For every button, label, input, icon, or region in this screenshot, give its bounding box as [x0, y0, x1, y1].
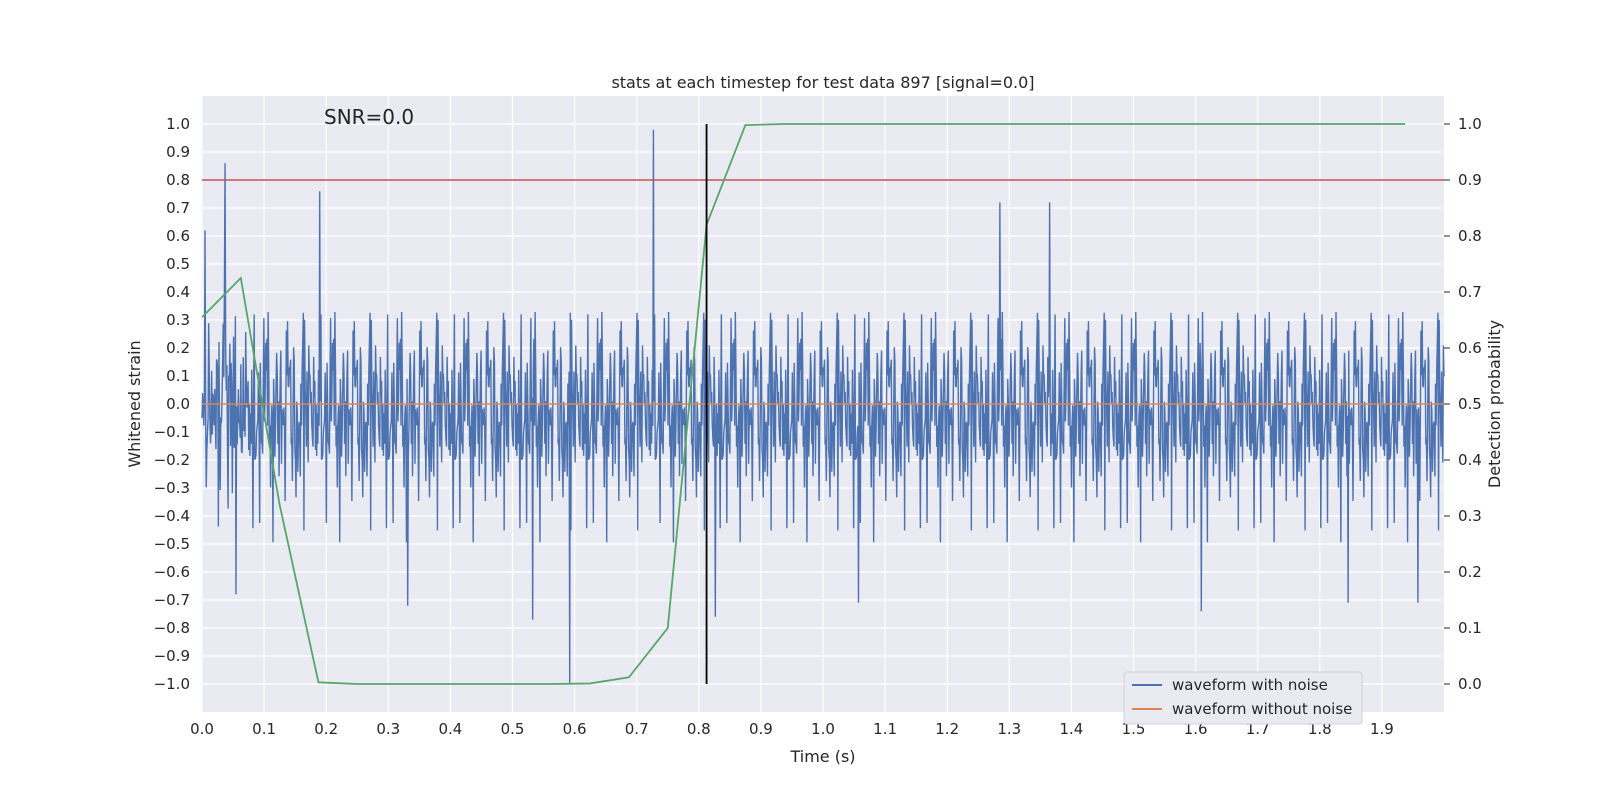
series-line-waveform-with-noise	[201, 129, 1445, 685]
x-tick-label: 1.0	[811, 720, 835, 738]
y2-tick-label: 0.7	[1458, 283, 1482, 301]
x-tick-label: 0.6	[563, 720, 587, 738]
y-tick-label: 0.4	[166, 283, 190, 301]
x-tick-label: 0.8	[687, 720, 711, 738]
y-tick-label: 0.9	[166, 143, 190, 161]
series-layer	[201, 123, 1445, 685]
y2-tick-label: 0.6	[1458, 339, 1482, 357]
y-tick-label: 1.0	[166, 115, 190, 133]
y-tick-label: −0.3	[154, 479, 190, 497]
y-tick-label: 0.3	[166, 311, 190, 329]
y2-tick-label: 0.2	[1458, 563, 1482, 581]
y-tick-label: −0.6	[154, 563, 190, 581]
x-tick-label: 0.7	[625, 720, 649, 738]
x-tick-label: 1.2	[935, 720, 959, 738]
y-axis-label: Whitened strain	[125, 340, 144, 467]
y2-tick-label: 1.0	[1458, 115, 1482, 133]
chart-title: stats at each timestep for test data 897…	[611, 73, 1034, 92]
y-tick-label: −0.4	[154, 507, 190, 525]
y2-axis-label: Detection probability	[1485, 320, 1504, 488]
x-tick-label: 0.9	[749, 720, 773, 738]
y2-tick-label: 0.0	[1458, 675, 1482, 693]
x-tick-label: 1.9	[1370, 720, 1394, 738]
y-tick-label: 0.1	[166, 367, 190, 385]
y-tick-label: −0.7	[154, 591, 190, 609]
legend: waveform with noise waveform without noi…	[1123, 671, 1363, 725]
y2-tick-label: 0.8	[1458, 227, 1482, 245]
snr-annotation: SNR=0.0	[324, 105, 414, 129]
x-tick-label: 1.1	[873, 720, 897, 738]
y-tick-label: 0.0	[166, 395, 190, 413]
y-tick-label: −1.0	[154, 675, 190, 693]
y2-tick-label: 0.4	[1458, 451, 1482, 469]
y-tick-label: 0.2	[166, 339, 190, 357]
x-tick-label: 0.1	[252, 720, 276, 738]
y-tick-label: −0.8	[154, 619, 190, 637]
series-line-detection-probability	[201, 123, 1406, 685]
y-tick-label: 0.6	[166, 227, 190, 245]
y-tick-label: 0.5	[166, 255, 190, 273]
x-tick-label: 0.2	[314, 720, 338, 738]
y2-tick-label: 0.5	[1458, 395, 1482, 413]
legend-label-clean: waveform without noise	[1172, 700, 1352, 718]
legend-box	[1123, 671, 1363, 725]
y-tick-label: 0.8	[166, 171, 190, 189]
y-tick-label: −0.2	[154, 451, 190, 469]
y-tick-label: −0.5	[154, 535, 190, 553]
y2-tick-label: 0.3	[1458, 507, 1482, 525]
y2-tick-label: 0.9	[1458, 171, 1482, 189]
x-tick-label: 0.4	[438, 720, 462, 738]
y-tick-label: −0.9	[154, 647, 190, 665]
x-tick-label: 1.3	[997, 720, 1021, 738]
y2-tick-label: 0.1	[1458, 619, 1482, 637]
x-tick-label: 0.0	[190, 720, 214, 738]
x-tick-label: 0.5	[501, 720, 525, 738]
x-tick-label: 0.3	[376, 720, 400, 738]
x-tick-label: 1.4	[1059, 720, 1083, 738]
y-tick-label: 0.7	[166, 199, 190, 217]
y-tick-labels: 1.0 0.9 0.8 0.7 0.6 0.5 0.4 0.3 0.2 0.1 0.0 −0.1 −0.…	[154, 115, 190, 693]
x-axis-label: Time (s)	[789, 747, 855, 766]
y2-tick-labels: 1.0 0.9 0.8 0.7 0.6 0.5 0.4 0.3 0.2 0.1 0.0	[1444, 115, 1482, 693]
legend-label-noise: waveform with noise	[1172, 676, 1328, 694]
y-tick-label: −0.1	[154, 423, 190, 441]
